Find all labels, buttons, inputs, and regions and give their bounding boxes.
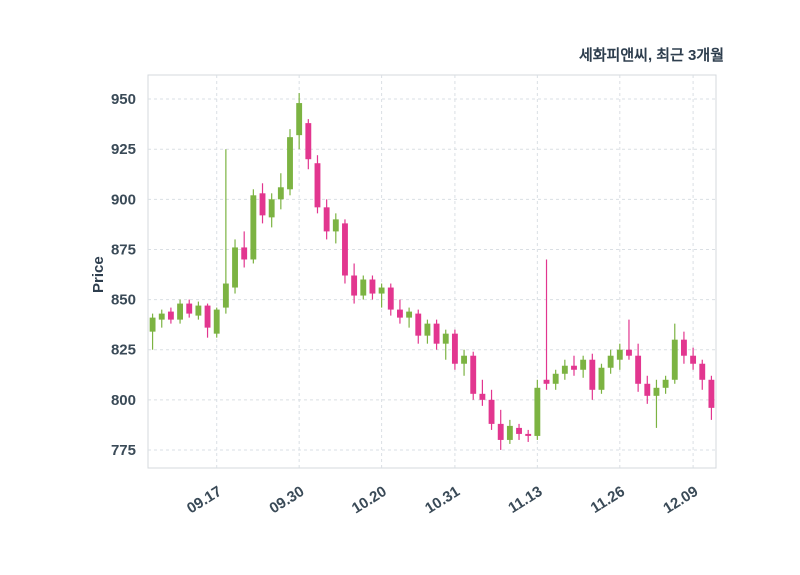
svg-text:775: 775 <box>111 442 136 459</box>
svg-text:925: 925 <box>111 141 136 158</box>
svg-text:800: 800 <box>111 392 136 409</box>
svg-text:850: 850 <box>111 292 136 309</box>
y-axis-title: Price <box>90 256 107 293</box>
svg-text:900: 900 <box>111 191 136 208</box>
chart-title: 세화피앤씨, 최근 3개월 <box>578 47 724 64</box>
svg-text:950: 950 <box>111 91 136 108</box>
svg-text:875: 875 <box>111 241 136 258</box>
svg-text:825: 825 <box>111 342 136 359</box>
